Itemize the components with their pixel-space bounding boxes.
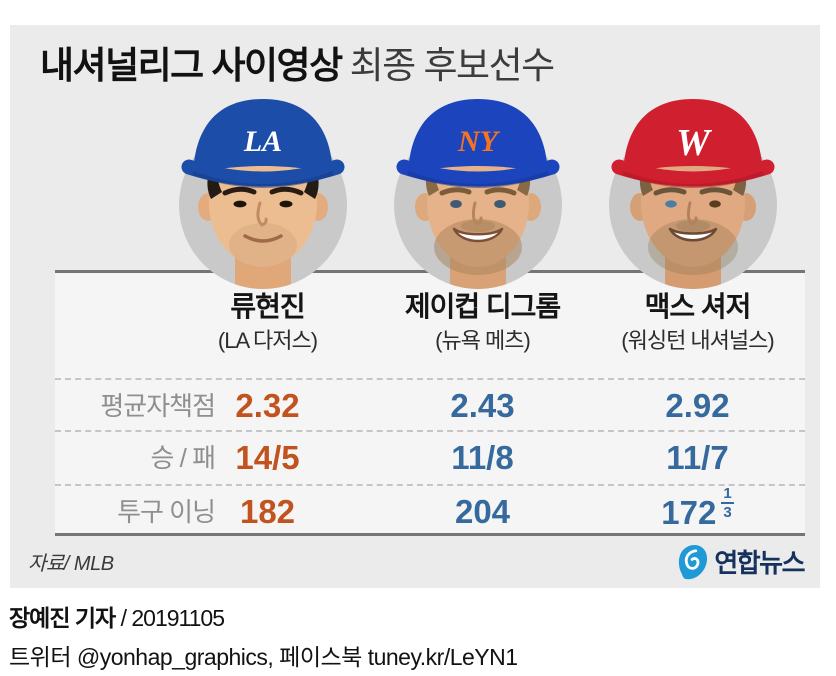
player-header-ryu: 류현진 (LA 다저스) <box>160 288 375 356</box>
yonhap-logo-text: 연합뉴스 <box>714 548 805 578</box>
player-photo-scherzer: W <box>609 99 777 289</box>
innings-degrom: 204 <box>454 493 511 530</box>
era-degrom: 2.43 <box>450 387 515 424</box>
row-label-winloss: 승 / 패 <box>150 443 216 473</box>
player-team: (LA 다저스) <box>217 328 318 353</box>
cap-brim-shadow <box>407 171 549 188</box>
row-label-era: 평균자책점 <box>100 391 216 421</box>
innings-ryu: 182 <box>239 493 296 530</box>
page-title: 내셔널리그 사이영상 최종 후보선수 <box>40 35 556 89</box>
team-cap-crown <box>623 99 763 175</box>
player-name: 류현진 <box>230 291 305 322</box>
player-name: 맥스 셔저 <box>644 291 752 322</box>
source-credit: 자료/ MLB <box>28 553 114 575</box>
table-row-winloss: 승 / 패 14/5 11/8 11/7 <box>55 430 805 484</box>
fraction-numerator: 1 <box>721 485 734 504</box>
cap-brim-shadow <box>622 171 764 188</box>
team-cap-brim <box>396 159 560 187</box>
innings-scherzer: 172 1 3 <box>590 486 805 536</box>
player-photo-ryu: LA <box>179 99 347 289</box>
reporter-name: 장예진 기자 <box>9 605 116 631</box>
player-team: (워싱턴 내셔널스) <box>621 328 774 353</box>
fraction-denominator: 3 <box>723 504 732 521</box>
stats-table: 류현진 (LA 다저스) 제이컵 디그롬 (뉴욕 메츠) 맥스 셔저 (워싱턴 … <box>55 270 805 536</box>
team-cap-brim <box>181 159 345 187</box>
yonhap-logo-icon <box>679 545 708 580</box>
main-panel: 내셔널리그 사이영상 최종 후보선수 LA <box>10 25 820 588</box>
team-cap-crown <box>408 99 548 175</box>
cap-logo-ny: NY <box>457 125 501 158</box>
winloss-ryu: 14/5 <box>235 439 300 476</box>
team-cap-crown <box>193 99 333 175</box>
title-sub: 최종 후보선수 <box>349 45 556 86</box>
player-photo-degrom: NY <box>394 99 562 289</box>
winloss-scherzer: 11/7 <box>666 439 729 476</box>
era-scherzer: 2.92 <box>665 387 730 424</box>
era-ryu: 2.32 <box>235 387 300 424</box>
cap-logo-la: LA <box>243 125 282 158</box>
social-line: 트위터 @yonhap_graphics, 페이스북 tuney.kr/LeYN… <box>9 644 518 670</box>
row-label-innings: 투구 이닝 <box>117 497 216 527</box>
publish-date: 20191105 <box>131 605 225 631</box>
byline-separator: / <box>120 605 127 631</box>
player-header-scherzer: 맥스 셔저 (워싱턴 내셔널스) <box>590 288 805 356</box>
team-cap-brim <box>611 159 775 187</box>
yonhap-brand: 연합뉴스 <box>676 543 805 580</box>
reporter-line: 장예진 기자 / 20191105 <box>9 599 518 633</box>
innings-whole: 172 <box>661 494 717 531</box>
player-names-row: 류현진 (LA 다저스) 제이컵 디그롬 (뉴욕 메츠) 맥스 셔저 (워싱턴 … <box>55 288 805 378</box>
cap-logo-w: W <box>676 122 713 164</box>
player-team: (뉴욕 메츠) <box>435 328 531 353</box>
player-name: 제이컵 디그롬 <box>404 291 561 322</box>
byline: 장예진 기자 / 20191105 트위터 @yonhap_graphics, … <box>9 599 518 672</box>
cap-brim-shadow <box>192 171 334 188</box>
winloss-degrom: 11/8 <box>451 439 514 476</box>
player-header-degrom: 제이컵 디그롬 (뉴욕 메츠) <box>375 288 590 356</box>
table-row-innings: 투구 이닝 182 204 172 1 3 <box>55 484 805 536</box>
title-main: 내셔널리그 사이영상 <box>40 45 343 86</box>
table-row-era: 평균자책점 2.32 2.43 2.92 <box>55 378 805 430</box>
